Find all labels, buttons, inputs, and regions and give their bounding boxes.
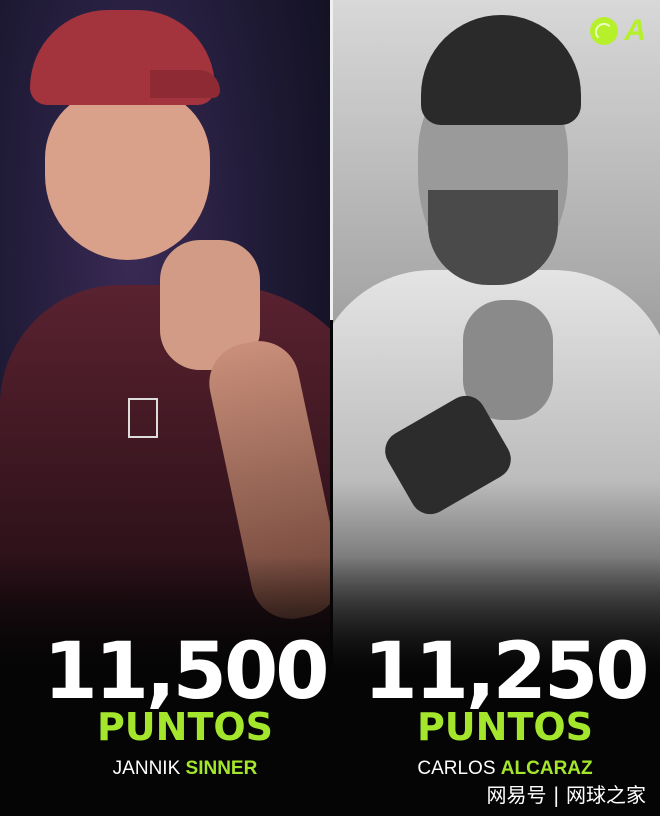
sinner-face <box>45 90 210 260</box>
points-value: 11,500 <box>43 627 330 717</box>
first-name: CARLOS <box>417 758 496 779</box>
alcaraz-beard <box>428 190 558 285</box>
alcaraz-stat: 11,250 PUNTOS CARLOS ALCARAZ <box>340 632 660 780</box>
panel-divider <box>330 0 333 320</box>
player-name: JANNIK SINNER <box>20 758 350 780</box>
tennis-ball-icon <box>590 17 619 45</box>
brand-logo: A <box>590 14 646 48</box>
points-value: 11,250 <box>363 627 650 717</box>
points-unit: PUNTOS <box>96 705 274 749</box>
alcaraz-hair <box>421 15 581 125</box>
brand-letter: A <box>624 14 646 47</box>
player-name: CARLOS ALCARAZ <box>340 758 660 780</box>
last-name: SINNER <box>185 758 258 779</box>
sinner-photo <box>0 0 330 816</box>
bottom-fade <box>0 556 330 816</box>
first-name: JANNIK <box>112 758 181 779</box>
watermark: 网易号 | 网球之家 <box>486 783 646 807</box>
points-unit: PUNTOS <box>416 705 594 749</box>
bottom-fade <box>333 556 660 816</box>
shirt-logo-icon <box>128 398 158 438</box>
cap-brim <box>150 70 220 98</box>
alcaraz-photo <box>333 0 660 816</box>
sinner-stat: 11,500 PUNTOS JANNIK SINNER <box>20 632 350 780</box>
last-name: ALCARAZ <box>500 758 593 779</box>
